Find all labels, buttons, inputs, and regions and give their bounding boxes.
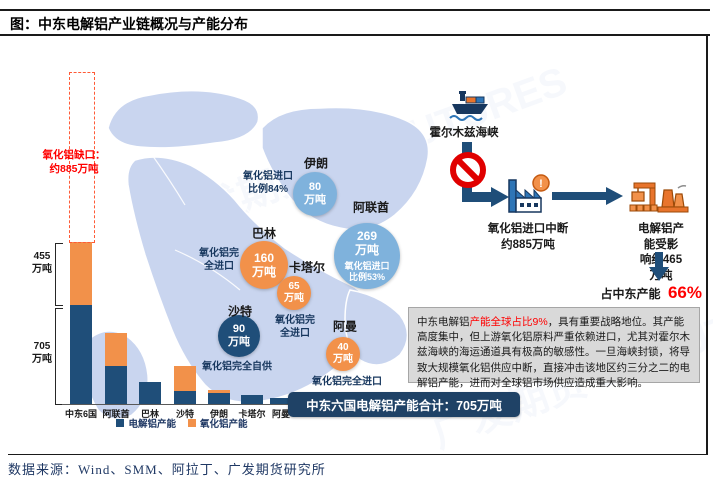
legend-item-alumina: 氧化铝产能	[188, 416, 248, 430]
step2-label: 电解铝产能受影 响约465万吨	[638, 223, 684, 282]
capacity-bubble: 160 万吨	[240, 241, 288, 289]
bar-electrolytic	[70, 305, 92, 404]
flow-arrow-right	[552, 187, 623, 205]
bar-alumina	[105, 333, 127, 367]
bar-alumina	[70, 241, 92, 306]
step1-label: 氧化铝进口中断 约885万吨	[487, 223, 569, 251]
bubble-value: 80 万吨	[304, 180, 326, 206]
bubble-value: 40 万吨	[333, 342, 353, 365]
bar-alumina	[174, 365, 196, 392]
x-axis-label: 巴林	[140, 409, 160, 419]
share-label: 占中东产能	[600, 287, 661, 301]
country-label: 卡塔尔	[288, 260, 326, 275]
note-pre: 中东电解铝	[417, 316, 470, 328]
bracket-alumina-label: 455 万吨	[32, 251, 52, 275]
x-axis-label: 伊朗	[209, 409, 229, 419]
capacity-bubble: 90 万吨	[218, 315, 260, 357]
top-rule	[0, 9, 710, 11]
capacity-bubble: 269 万吨 氧化铝进口 比例53%	[334, 223, 400, 289]
supply-note: 氧化铝完 全进口	[199, 248, 239, 272]
prohibition-icon	[450, 152, 486, 188]
x-axis-label: 阿曼	[271, 409, 291, 419]
x-axis-label: 中东6国	[64, 409, 98, 419]
supply-note: 氧化铝完全自供	[202, 361, 272, 373]
x-axis-label: 阿联酋	[102, 409, 130, 419]
x-axis-line	[62, 404, 300, 405]
supply-note: 氧化铝完全进口	[312, 376, 382, 388]
note-highlight: 产能全球占比9%	[469, 316, 548, 328]
bubble-value: 269 万吨	[354, 228, 379, 258]
analysis-note-box: 中东电解铝产能全球占比9%，具有重要战略地位。其产能高度集中，但上游氧化铝原料严…	[408, 307, 700, 389]
capacity-bubble: 40 万吨	[326, 337, 360, 371]
bar-electrolytic	[208, 392, 230, 404]
bottom-rule	[8, 454, 707, 455]
bracket-electrolytic-label: 705 万吨	[32, 341, 52, 365]
bar-electrolytic	[241, 394, 263, 404]
bracket-electrolytic	[55, 308, 63, 405]
x-axis-label: 沙特	[175, 409, 195, 419]
total-capacity-banner: 中东六国电解铝产能合计：705万吨	[288, 392, 520, 417]
legend-item-electrolytic: 电解铝产能	[116, 416, 176, 430]
note-post: ，具有重要战略地位。其产能高度集中，但上游氧化铝原料严重依赖进口，尤其对霍尔木兹…	[417, 316, 690, 389]
country-label: 阿联酋	[352, 200, 390, 215]
cargo-ship-icon	[449, 91, 488, 121]
country-label: 沙特	[227, 304, 253, 319]
bar-electrolytic	[174, 391, 196, 404]
alumina-gap-label: 氧化铝缺口： 约885万吨	[42, 149, 106, 176]
capacity-bubble: 80 万吨	[293, 172, 337, 216]
alumina-gap-dashed-box	[69, 72, 95, 243]
legend-label: 氧化铝产能	[200, 419, 248, 430]
country-label: 巴林	[251, 226, 277, 241]
bar-electrolytic	[270, 398, 292, 404]
share-of-capacity: 占中东产能 66%	[570, 283, 703, 303]
legend-label: 电解铝产能	[128, 419, 176, 430]
svg-text:!: !	[539, 178, 543, 190]
figure-title: 图：中东电解铝产业链概况与产能分布	[10, 16, 248, 32]
bar-electrolytic	[105, 366, 127, 404]
capacity-bubble: 65 万吨	[277, 276, 311, 310]
flow-arrow-down	[649, 252, 669, 281]
supply-note: 氧化铝进口 比例84%	[243, 171, 293, 195]
smelter-crane-icon	[629, 182, 689, 213]
bubble-inner-note: 氧化铝进口 比例53%	[344, 260, 390, 282]
chart-legend: 电解铝产能 氧化铝产能	[62, 416, 302, 430]
bar-electrolytic	[139, 381, 161, 404]
country-label: 伊朗	[303, 156, 329, 171]
country-label: 阿曼	[332, 319, 358, 334]
share-value: 66%	[667, 283, 702, 302]
title-underline	[0, 34, 710, 36]
bubble-value: 65 万吨	[284, 281, 304, 304]
x-axis-label: 卡塔尔	[238, 409, 266, 419]
strait-label: 霍尔木兹海峡	[429, 127, 499, 139]
bubble-value: 160 万吨	[251, 250, 276, 279]
bar-alumina	[208, 390, 230, 393]
bracket-alumina	[55, 243, 63, 306]
legend-swatch-orange	[188, 419, 196, 427]
legend-swatch-blue	[116, 419, 125, 427]
supply-note: 氧化铝完 全进口	[275, 315, 315, 339]
bubble-value: 90 万吨	[228, 322, 250, 348]
data-source: 数据来源：Wind、SMM、阿拉丁、广发期货研究所	[8, 462, 326, 477]
right-border	[706, 34, 708, 455]
alumina-factory-icon: !	[508, 174, 550, 213]
